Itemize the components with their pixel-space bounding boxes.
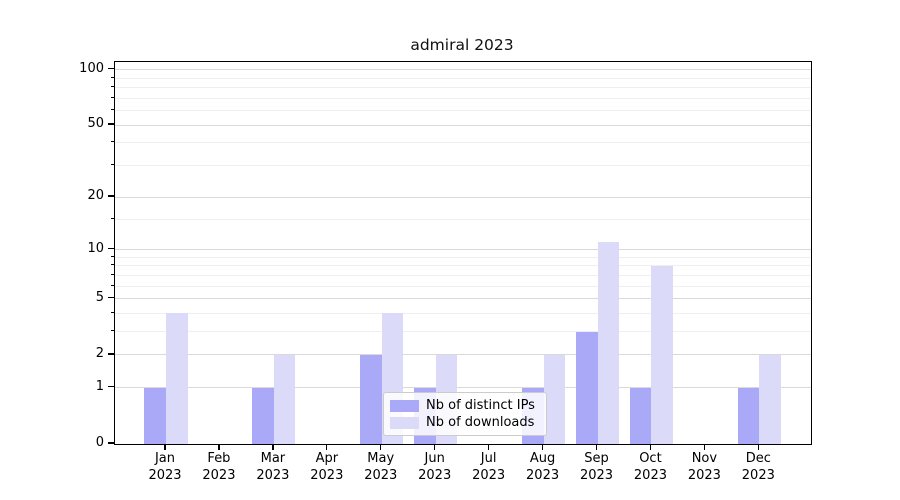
x-axis-tick-label: Apr 2023	[310, 451, 344, 483]
y-axis-minor-tick	[110, 163, 114, 165]
minor-gridline	[115, 97, 811, 99]
y-axis-minor-tick	[110, 264, 114, 266]
minor-gridline	[115, 331, 811, 333]
y-axis-minor-tick	[110, 141, 114, 143]
minor-gridline	[115, 312, 811, 314]
y-axis-tick-label: 5	[95, 289, 104, 305]
y-axis-minor-tick	[110, 86, 114, 88]
x-axis-tick-label: Sep 2023	[579, 451, 614, 483]
bar-distinct-ips	[737, 387, 760, 444]
bar-distinct-ips	[144, 387, 166, 444]
x-axis-tick-label: May 2023	[364, 451, 398, 483]
y-axis-tick-label: 1	[95, 378, 104, 394]
legend-swatch	[390, 416, 419, 429]
bar-downloads	[597, 242, 620, 444]
y-axis-tick	[108, 353, 114, 355]
x-axis-tick-label: Feb 2023	[202, 451, 236, 483]
x-axis-tick	[272, 444, 274, 450]
x-axis-tick-label: Oct 2023	[633, 451, 667, 483]
legend-entry: Nb of distinct IPs	[390, 397, 539, 414]
x-axis-tick	[649, 444, 652, 450]
y-axis-tick-label: 100	[79, 60, 104, 76]
chart-title: admiral 2023	[410, 36, 514, 54]
bar-downloads	[759, 354, 781, 444]
x-axis-tick-label: Nov 2023	[687, 451, 721, 483]
bar-distinct-ips	[252, 387, 274, 444]
major-gridline	[115, 298, 811, 300]
x-axis-tick-label: Mar 2023	[256, 451, 290, 483]
y-axis-tick	[108, 386, 114, 388]
minor-gridline	[115, 274, 811, 276]
bar-downloads	[543, 354, 566, 444]
y-axis-tick-label: 50	[87, 116, 104, 132]
major-gridline	[115, 387, 811, 389]
y-axis-tick	[108, 247, 114, 250]
y-axis-tick	[108, 123, 114, 125]
x-axis-tick	[218, 444, 220, 450]
x-axis-tick	[326, 444, 328, 450]
y-axis-minor-tick	[110, 273, 114, 275]
x-axis-tick	[757, 444, 759, 450]
x-axis-tick	[380, 444, 382, 450]
x-axis-tick-label: Jan 2023	[148, 451, 182, 483]
x-axis-tick	[164, 444, 166, 450]
y-axis-tick	[108, 442, 114, 444]
major-gridline	[115, 124, 811, 126]
y-axis-tick-label: 0	[95, 435, 104, 450]
minor-gridline	[115, 265, 811, 267]
y-axis-minor-tick	[110, 255, 114, 257]
minor-gridline	[115, 110, 811, 112]
legend-entry: Nb of downloads	[390, 414, 539, 431]
major-gridline	[115, 354, 811, 356]
bar-distinct-ips	[360, 354, 382, 444]
legend: Nb of distinct IPs Nb of downloads	[383, 392, 547, 436]
minor-gridline	[115, 142, 811, 144]
legend-label: Nb of distinct IPs	[426, 398, 535, 413]
x-axis-tick	[541, 444, 544, 450]
x-axis-tick	[434, 444, 436, 450]
x-axis-tick	[595, 444, 598, 450]
minor-gridline	[115, 256, 811, 258]
x-axis-tick-label: Jun 2023	[418, 451, 452, 483]
bar-distinct-ips	[575, 331, 598, 444]
y-axis-tick	[108, 195, 114, 197]
y-axis-minor-tick	[110, 109, 114, 111]
y-axis-tick-label: 10	[87, 240, 104, 256]
y-axis-minor-tick	[110, 76, 114, 78]
minor-gridline	[115, 77, 811, 79]
major-gridline	[115, 196, 811, 198]
minor-gridline	[115, 87, 811, 89]
y-axis-minor-tick	[110, 217, 114, 219]
plot-area	[114, 61, 812, 445]
bar-distinct-ips	[629, 387, 652, 444]
y-axis-tick-label: 2	[95, 345, 104, 361]
y-axis-tick-label: 20	[87, 188, 104, 204]
minor-gridline	[115, 164, 811, 166]
major-gridline	[115, 69, 811, 71]
bar-downloads	[273, 354, 296, 444]
x-axis-tick	[703, 444, 706, 450]
x-axis-tick-label: Jul 2023	[472, 451, 506, 483]
legend-label: Nb of downloads	[426, 415, 535, 430]
y-axis-minor-tick	[110, 284, 114, 286]
minor-gridline	[115, 285, 811, 287]
x-axis-tick-label: Aug 2023	[526, 451, 560, 483]
bar-downloads	[651, 265, 674, 444]
x-axis-tick	[487, 444, 490, 450]
minor-gridline	[115, 218, 811, 220]
bar-downloads	[166, 313, 188, 444]
y-axis-minor-tick	[110, 96, 114, 98]
x-axis-tick-label: Dec 2023	[741, 451, 775, 483]
major-gridline	[115, 249, 811, 251]
y-axis-tick	[108, 297, 114, 299]
y-axis-minor-tick	[110, 330, 114, 332]
y-axis-minor-tick	[110, 311, 114, 313]
y-axis-tick	[108, 68, 114, 70]
legend-swatch	[390, 399, 419, 412]
